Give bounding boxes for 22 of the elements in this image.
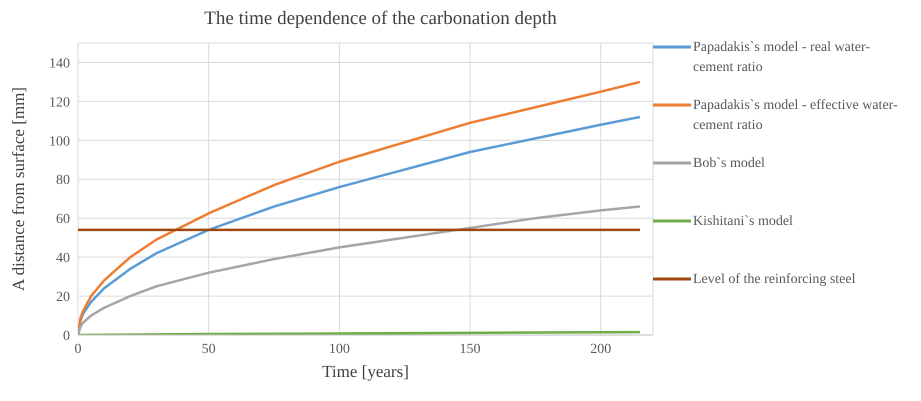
legend-label: Bob`s model [693, 155, 765, 173]
y-tick-label: 0 [63, 328, 70, 344]
legend-label: Papadakis`s model - effective water-cement ratio [693, 97, 899, 135]
legend-label: Kishitani`s model [693, 213, 793, 231]
legend-label: Level of the reinforcing steel [693, 271, 856, 289]
x-tick-label: 100 [328, 342, 350, 357]
chart-title: The time dependence of the carbonation depth [203, 8, 558, 31]
legend-label: Papadakis`s model - real water-cement ratio [693, 39, 871, 77]
x-tick-label: 50 [202, 342, 216, 357]
y-tick-label: 60 [56, 212, 70, 228]
y-tick-label: 20 [56, 290, 70, 306]
y-tick-label: 140 [49, 56, 70, 72]
x-tick-label: 150 [460, 342, 481, 357]
x-tick-label: 200 [590, 342, 612, 357]
x-tick-label: 0 [74, 342, 82, 357]
y-tick-label: 100 [49, 134, 70, 150]
y-tick-label: 40 [56, 251, 70, 266]
y-tick-label: 80 [56, 173, 70, 188]
line-series [78, 205, 642, 335]
x-axis-title: Time [years] [322, 362, 409, 382]
y-axis-title: A distance from surface [mm] [9, 87, 28, 291]
y-tick-label: 120 [49, 95, 70, 110]
